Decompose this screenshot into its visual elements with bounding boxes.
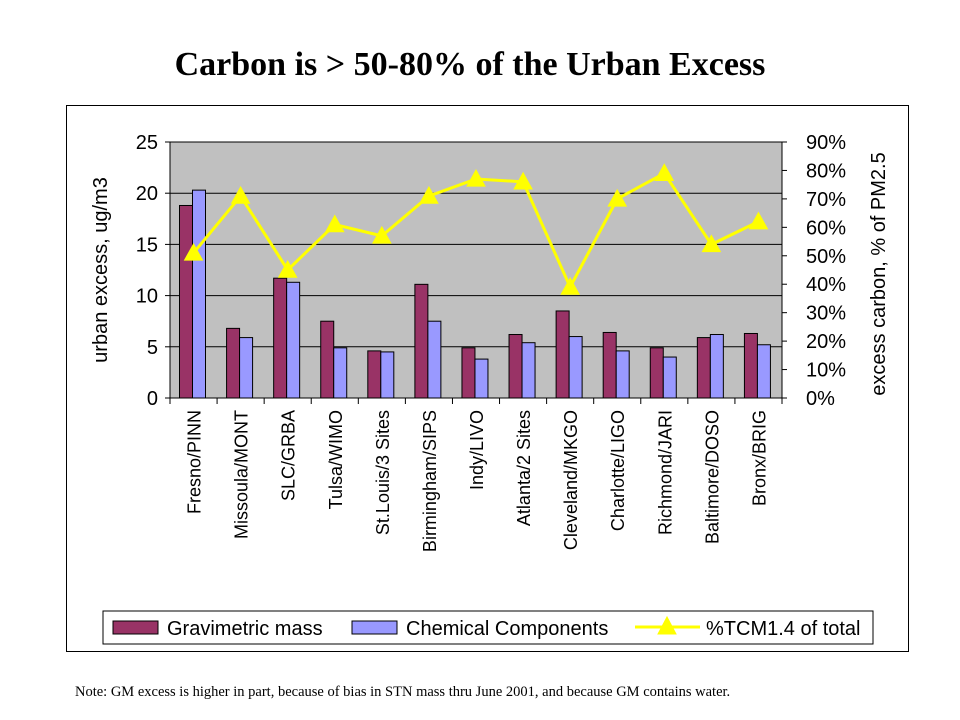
- marker-tcm-percent: [466, 168, 486, 187]
- y-tick-label: 15: [136, 234, 158, 256]
- footnote: Note: GM excess is higher in part, becau…: [75, 684, 731, 700]
- y-tick-label: 5: [147, 337, 158, 359]
- bar-chemical-components: [286, 281, 301, 399]
- x-tick-label: Birmingham/SIPS: [420, 410, 440, 552]
- bar-chemical-components: [615, 350, 630, 399]
- bar-chemical-components: [756, 344, 771, 399]
- marker-tcm-percent: [419, 186, 439, 204]
- marker-tcm-percent: [701, 234, 722, 253]
- y-tick-label: 25: [136, 132, 158, 154]
- x-tick-label: Cleveland/MKGO: [561, 410, 581, 550]
- y2-tick-label: 30%: [806, 303, 846, 325]
- bar-gravimetric-mass: [320, 320, 335, 399]
- bar-gravimetric-mass: [602, 331, 617, 399]
- bar-gravimetric-mass: [367, 350, 382, 399]
- x-tick-label: St.Louis/3 Sites: [373, 410, 393, 535]
- bar-gravimetric-mass: [696, 337, 711, 399]
- y2-tick-label: 90%: [806, 132, 846, 154]
- y-tick-label: 0: [147, 388, 158, 410]
- bar-chemical-components: [568, 336, 583, 399]
- marker-tcm-percent: [513, 171, 533, 190]
- chart-frame: 0 5 10 15 20 25 0% 10% 20% 30% 40% 50% 60% 70% 80% 90% F…: [66, 105, 909, 652]
- legend-swatch-gravimetric-mass: [112, 620, 159, 635]
- legend-swatch-marker-tcm-percent: [657, 615, 677, 635]
- legend-box: [102, 610, 874, 645]
- x-tick-label: Indy/LIVO: [467, 410, 487, 490]
- legend-label-gravimetric-mass: Gravimetric mass: [167, 618, 323, 640]
- bar-chemical-components: [709, 334, 724, 399]
- bar-chemical-components: [239, 337, 254, 399]
- y2-tick-label: 10%: [806, 360, 846, 382]
- y2-tick-label: 40%: [806, 274, 846, 296]
- x-tick-label: Charlotte/LIGO: [608, 410, 628, 531]
- bar-gravimetric-mass: [414, 283, 429, 399]
- bar-gravimetric-mass: [508, 334, 523, 399]
- bar-chemical-components: [521, 342, 536, 399]
- x-tick-label: Missoula/MONT: [232, 410, 252, 539]
- bar-gravimetric-mass: [743, 332, 758, 399]
- bar-chemical-components: [474, 358, 489, 399]
- y-tick-label: 20: [136, 183, 158, 205]
- bar-chemical-components: [662, 356, 677, 399]
- y-axis-title: urban excess, ug/m3: [90, 177, 112, 363]
- page-title: Carbon is > 50-80% of the Urban Excess: [174, 46, 766, 83]
- bar-chemical-components: [333, 347, 348, 399]
- y2-tick-label: 70%: [806, 189, 846, 211]
- marker-tcm-percent: [560, 277, 581, 295]
- marker-tcm-percent: [607, 188, 628, 207]
- bar-gravimetric-mass: [273, 277, 288, 399]
- y2-tick-label: 80%: [806, 160, 846, 182]
- bar-gravimetric-mass: [555, 310, 570, 399]
- y2-tick-label: 0%: [806, 388, 835, 410]
- marker-tcm-percent: [654, 163, 675, 181]
- x-tick-label: Fresno/PINN: [185, 410, 205, 514]
- y2-tick-label: 60%: [806, 217, 846, 239]
- legend-swatch-chemical-components: [351, 620, 398, 635]
- marker-tcm-percent: [371, 225, 392, 244]
- marker-tcm-percent: [230, 186, 251, 204]
- marker-tcm-percent: [748, 211, 769, 230]
- bar-gravimetric-mass: [649, 347, 664, 399]
- x-tick-label: Baltimore/DOSO: [702, 410, 722, 544]
- x-tick-label: SLC/GRBA: [279, 410, 299, 501]
- bar-chemical-components: [192, 189, 206, 399]
- legend-label-tcm-percent: %TCM1.4 of total: [706, 618, 861, 640]
- bar-chemical-components: [380, 351, 395, 399]
- x-tick-label: Tulsa/WIMO: [326, 410, 346, 509]
- y2-axis-title: excess carbon, % of PM2.5: [868, 152, 890, 395]
- y-tick-label: 10: [136, 286, 158, 308]
- y2-tick-label: 50%: [806, 246, 846, 268]
- y2-tick-label: 20%: [806, 331, 846, 353]
- bar-gravimetric-mass: [226, 327, 241, 399]
- legend-label-chemical-components: Chemical Components: [406, 618, 608, 640]
- marker-tcm-percent: [183, 242, 204, 261]
- marker-tcm-percent: [324, 214, 345, 233]
- x-tick-label: Bronx/BRIG: [749, 410, 769, 506]
- bar-gravimetric-mass: [179, 204, 193, 399]
- x-tick-label: Richmond/JARI: [655, 410, 675, 535]
- marker-tcm-percent: [277, 259, 298, 278]
- bar-chemical-components: [427, 320, 442, 399]
- x-tick-label: Atlanta/2 Sites: [514, 410, 534, 526]
- bar-gravimetric-mass: [461, 347, 476, 399]
- combo-chart: 0 5 10 15 20 25 0% 10% 20% 30% 40% 50% 60% 70% 80% 90% F…: [90, 132, 890, 645]
